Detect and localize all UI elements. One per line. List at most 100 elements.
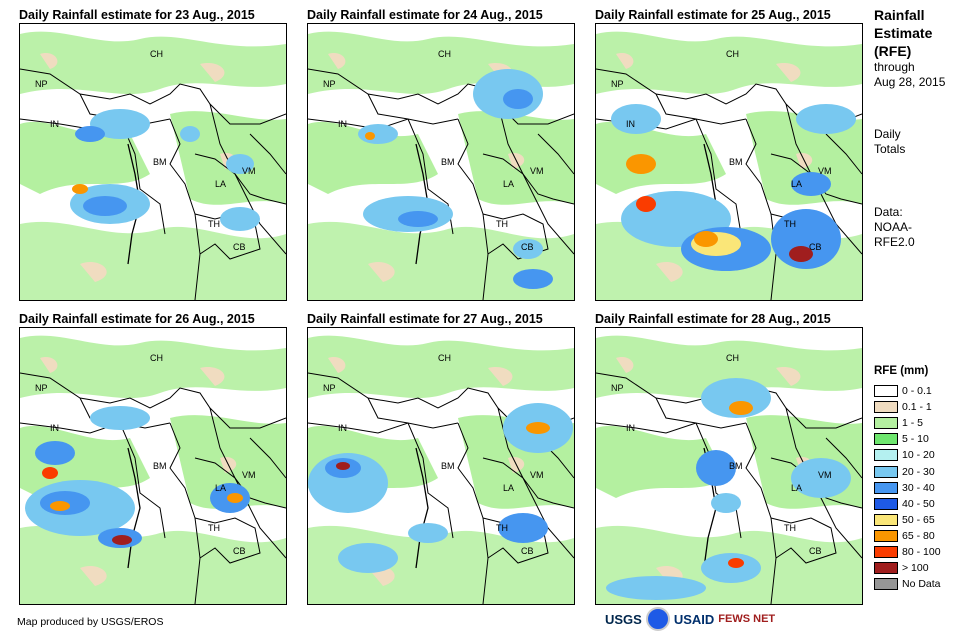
panel-24-aug: Daily Rainfall estimate for 24 Aug., 201… xyxy=(307,7,575,301)
legend-label: 80 - 100 xyxy=(902,545,941,558)
label-bm: BM xyxy=(441,157,455,167)
label-np: NP xyxy=(35,383,48,393)
label-th: TH xyxy=(784,219,796,229)
label-vm: VM xyxy=(818,470,832,480)
sidebar-daily: Daily xyxy=(874,127,901,141)
legend-row: 0.1 - 1 xyxy=(874,399,941,415)
legend-row: 65 - 80 xyxy=(874,528,941,544)
legend-swatch xyxy=(874,529,898,542)
legend-row: 0 - 0.1 xyxy=(874,383,941,399)
legend-label: 30 - 40 xyxy=(902,481,935,494)
panel-title: Daily Rainfall estimate for 26 Aug., 201… xyxy=(19,312,255,326)
legend-label: 10 - 20 xyxy=(902,449,935,462)
label-in: IN xyxy=(338,119,347,129)
rain-blobs xyxy=(358,69,553,289)
label-th: TH xyxy=(208,219,220,229)
label-cb: CB xyxy=(521,242,534,252)
label-th: TH xyxy=(208,523,220,533)
rainfall-map: CH NP IN BM LA VM TH CB xyxy=(307,327,575,605)
label-in: IN xyxy=(50,119,59,129)
legend-row: 40 - 50 xyxy=(874,496,941,512)
label-th: TH xyxy=(784,523,796,533)
legend-swatch xyxy=(874,562,898,575)
sidebar-title-1: Rainfall xyxy=(874,7,925,23)
legend-swatch xyxy=(874,401,898,414)
label-bm: BM xyxy=(441,461,455,471)
legend-row: No Data xyxy=(874,576,941,592)
label-ch: CH xyxy=(726,49,739,59)
panel-26-aug: Daily Rainfall estimate for 26 Aug., 201… xyxy=(19,311,287,605)
legend-row: > 100 xyxy=(874,560,941,576)
label-vm: VM xyxy=(242,166,256,176)
rainfall-map: CH NP IN BM LA VM TH CB xyxy=(307,23,575,301)
panel-23-aug: Daily Rainfall estimate for 23 Aug., 201… xyxy=(19,7,287,301)
sidebar: Rainfall Estimate (RFE) through Aug 28, … xyxy=(874,6,967,250)
label-la: LA xyxy=(215,483,226,493)
legend-row: 30 - 40 xyxy=(874,480,941,496)
legend-label: 65 - 80 xyxy=(902,529,935,542)
rainfall-map: CH NP IN BM LA VM TH CB xyxy=(19,23,287,301)
label-bm: BM xyxy=(729,157,743,167)
label-np: NP xyxy=(323,383,336,393)
rain-blobs xyxy=(70,109,260,231)
label-ch: CH xyxy=(438,353,451,363)
label-in: IN xyxy=(626,423,635,433)
panel-27-aug: Daily Rainfall estimate for 27 Aug., 201… xyxy=(307,311,575,605)
label-bm: BM xyxy=(729,461,743,471)
panel-title: Daily Rainfall estimate for 25 Aug., 201… xyxy=(595,8,831,22)
label-np: NP xyxy=(323,79,336,89)
label-th: TH xyxy=(496,523,508,533)
label-ch: CH xyxy=(150,49,163,59)
label-bm: BM xyxy=(153,157,167,167)
label-ch: CH xyxy=(438,49,451,59)
sidebar-title-2: Estimate xyxy=(874,25,933,41)
legend-swatch xyxy=(874,497,898,510)
legend-row: 5 - 10 xyxy=(874,431,941,447)
rain-blobs xyxy=(308,403,573,573)
noaa-logo xyxy=(645,607,670,631)
legend-row: 10 - 20 xyxy=(874,447,941,463)
legend-label: 50 - 65 xyxy=(902,513,935,526)
legend-swatch xyxy=(874,449,898,462)
legend-swatch xyxy=(874,433,898,446)
panel-title: Daily Rainfall estimate for 24 Aug., 201… xyxy=(307,8,543,22)
label-vm: VM xyxy=(530,166,544,176)
legend-row: 1 - 5 xyxy=(874,415,941,431)
label-la: LA xyxy=(215,179,226,189)
rain-blobs xyxy=(25,406,250,548)
panel-title: Daily Rainfall estimate for 23 Aug., 201… xyxy=(19,8,255,22)
legend-label: 0.1 - 1 xyxy=(902,401,932,414)
legend-row: 80 - 100 xyxy=(874,544,941,560)
sidebar-title-3: (RFE) xyxy=(874,43,912,59)
label-in: IN xyxy=(50,423,59,433)
map-credit: Map produced by USGS/EROS xyxy=(17,616,164,628)
rain-blobs xyxy=(611,104,856,271)
rainfall-map: CH NP IN BM LA VM TH CB xyxy=(595,23,863,301)
label-np: NP xyxy=(611,383,624,393)
label-ch: CH xyxy=(150,353,163,363)
legend-label: 20 - 30 xyxy=(902,465,935,478)
sidebar-through: through xyxy=(874,60,915,74)
usgs-logo: USGS xyxy=(605,611,642,627)
label-cb: CB xyxy=(233,242,246,252)
panel-title: Daily Rainfall estimate for 27 Aug., 201… xyxy=(307,312,543,326)
legend-swatch xyxy=(874,385,898,398)
label-cb: CB xyxy=(521,546,534,556)
panel-25-aug: Daily Rainfall estimate for 25 Aug., 201… xyxy=(595,7,863,301)
legend: RFE (mm) 0 - 0.1 0.1 - 1 1 - 5 5 - 10 10 - 2… xyxy=(874,365,941,592)
label-cb: CB xyxy=(809,242,822,252)
label-th: TH xyxy=(496,219,508,229)
logo-strip: USGS USAID FEWS NET xyxy=(605,607,775,631)
legend-label: 40 - 50 xyxy=(902,497,935,510)
label-vm: VM xyxy=(530,470,544,480)
label-vm: VM xyxy=(818,166,832,176)
rainfall-map: CH NP IN BM LA VM TH CB xyxy=(595,327,863,605)
sidebar-date: Aug 28, 2015 xyxy=(874,75,946,89)
rainfall-map: CH NP IN BM LA VM TH CB xyxy=(19,327,287,605)
sidebar-source-1: NOAA- xyxy=(874,220,913,234)
legend-label: 1 - 5 xyxy=(902,417,924,430)
label-in: IN xyxy=(338,423,347,433)
legend-label: > 100 xyxy=(902,562,929,575)
label-la: LA xyxy=(503,179,514,189)
legend-label: 0 - 0.1 xyxy=(902,385,932,398)
